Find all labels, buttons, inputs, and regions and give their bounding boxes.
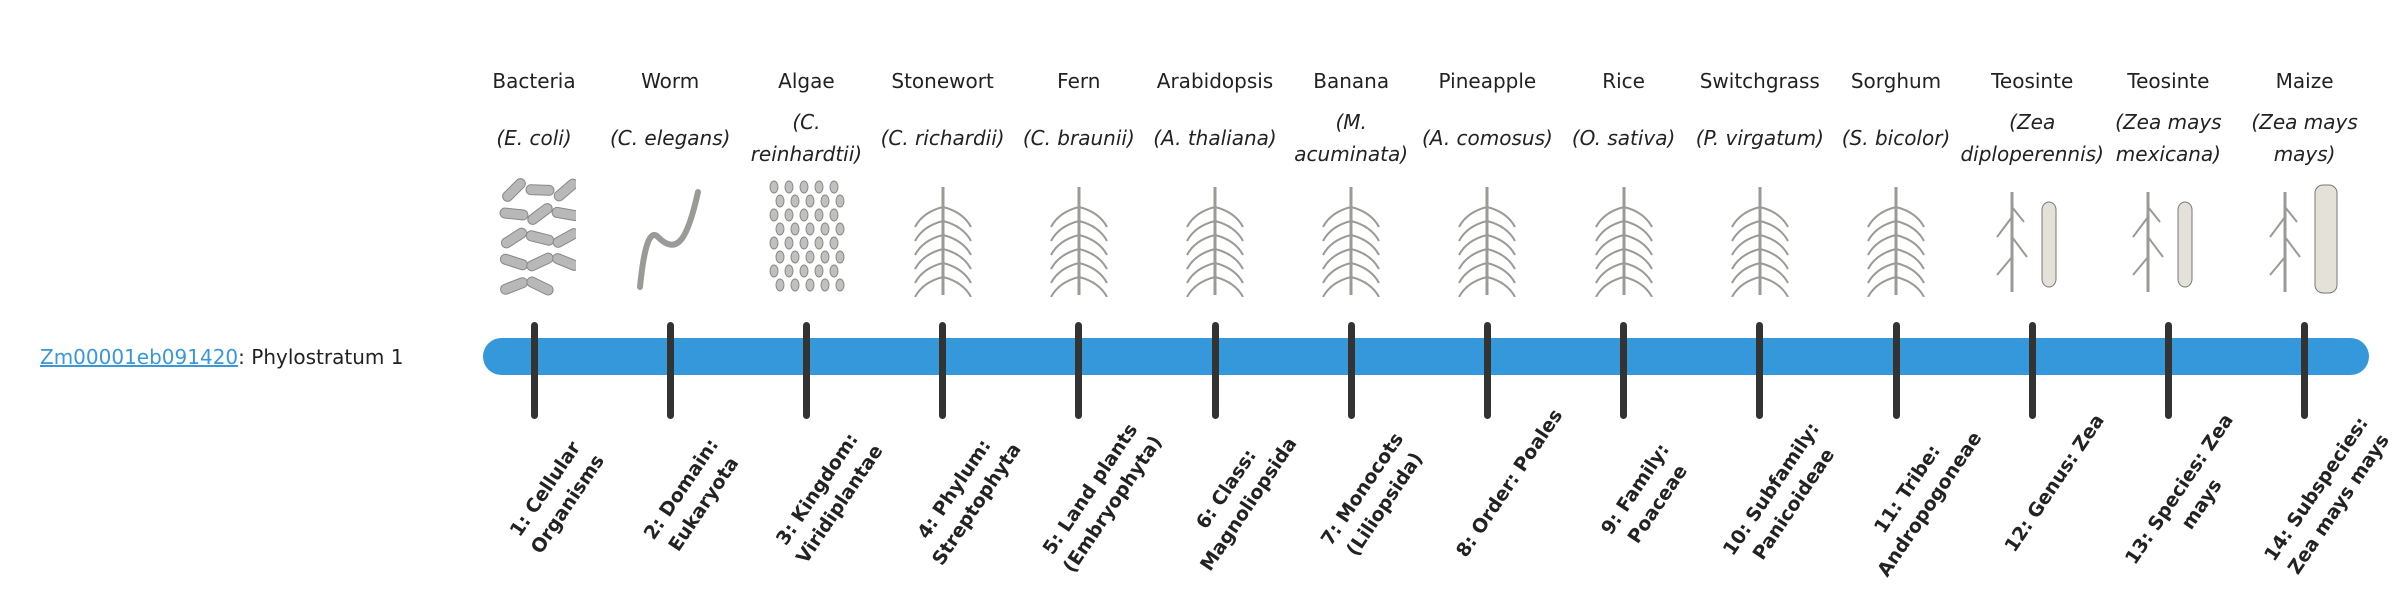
stratum-tick <box>1211 322 1219 419</box>
stratum-label: 14: Subspecies: Zea mays mays <box>2259 413 2394 579</box>
scientific-name-text: (P. virgatum) <box>1695 126 1824 150</box>
organism-common-name: Maize <box>2275 69 2334 93</box>
arabidopsis-image <box>1145 177 1285 297</box>
bacteria-image <box>464 177 604 297</box>
organism-common-name: Bacteria <box>492 69 576 93</box>
stratum-label: 10: Subfamily: Panicoideae <box>1718 418 1839 565</box>
scientific-name-text: (C. reinhardtii) <box>750 110 863 166</box>
stratum-label: 7: Monocots (Liliopsida) <box>1316 428 1428 561</box>
scientific-name-text: (A. thaliana) <box>1153 126 1277 150</box>
phylostratum-timeline-bar <box>483 338 2369 375</box>
scientific-name-text: (E. coli) <box>496 126 572 150</box>
stonewort-image <box>873 177 1013 297</box>
stratum-label: 2: Domain: Eukaryota <box>639 434 744 556</box>
stratum-tick <box>1347 322 1355 419</box>
organism-scientific-name: (C. braunii) <box>1009 100 1149 176</box>
stratum-label: 6: Class: Magnoliopsida <box>1191 433 1302 576</box>
teosinte-image <box>2098 177 2238 297</box>
stratum-tick <box>1075 322 1083 419</box>
stratum-label: 12: Genus: Zea <box>2000 410 2109 557</box>
organism-scientific-name: (C. richardii) <box>873 100 1013 176</box>
gene-id-link[interactable]: Zm00001eb091420 <box>40 345 239 369</box>
scientific-name-text: (C. braunii) <box>1022 126 1135 150</box>
stratum-label: 3: Kingdom: Viridiplantae <box>772 429 888 568</box>
stratum-tick <box>802 322 810 419</box>
stratum-tick <box>666 322 674 419</box>
organism-scientific-name: (C. elegans) <box>600 100 740 176</box>
stratum-label: 9: Family: Poaceae <box>1596 439 1692 548</box>
fern-image <box>1009 177 1149 297</box>
gene-phylostratum-label: Zm00001eb091420: Phylostratum 1 <box>40 340 403 374</box>
stratum-tick <box>1620 322 1628 419</box>
scientific-name-text: (C. richardii) <box>880 126 1005 150</box>
stratum-label: 13: Species: Zea mays <box>2121 409 2239 569</box>
organism-scientific-name: (M. acuminata) <box>1281 100 1421 176</box>
stratum-label: 4: Phylum: Streptophyta <box>912 435 1026 570</box>
stratum-tick <box>530 322 538 419</box>
stratum-tick <box>1483 322 1491 419</box>
stratum-tick <box>1892 322 1900 419</box>
phylostratum-text: : Phylostratum 1 <box>238 345 404 369</box>
stratum-tick <box>2164 322 2172 419</box>
sorghum-image <box>1826 177 1966 297</box>
organism-common-name: Algae <box>778 69 835 93</box>
organism-common-name: Worm <box>641 69 700 93</box>
teosinte-image <box>1962 177 2102 297</box>
organism-common-name: Rice <box>1602 69 1645 93</box>
stratum-tick <box>1756 322 1764 419</box>
organism-scientific-name: (C. reinhardtii) <box>736 100 876 176</box>
organism-scientific-name: (Zea mays mexicana) <box>2098 100 2238 176</box>
scientific-name-text: (A. comosus) <box>1421 126 1553 150</box>
rice-image <box>1554 177 1694 297</box>
pineapple-image <box>1417 177 1557 297</box>
scientific-name-text: (O. sativa) <box>1571 126 1676 150</box>
scientific-name-text: (M. acuminata) <box>1294 110 1409 166</box>
stratum-label: 11: Tribe: Andropogoneae <box>1869 427 1987 581</box>
scientific-name-text: (Zea mays mexicana) <box>2115 110 2222 166</box>
organism-common-name: Switchgrass <box>1699 69 1820 93</box>
organism-scientific-name: (A. thaliana) <box>1145 100 1285 176</box>
stratum-tick <box>2301 322 2309 419</box>
organism-scientific-name: (Zea mays mays) <box>2235 100 2375 176</box>
organism-scientific-name: (A. comosus) <box>1417 100 1557 176</box>
organism-common-name: Teosinte <box>2127 69 2210 93</box>
organism-common-name: Pineapple <box>1438 69 1537 93</box>
organism-scientific-name: (E. coli) <box>464 100 604 176</box>
banana-image <box>1281 177 1421 297</box>
scientific-name-text: (Zea diploperennis) <box>1960 110 2104 166</box>
organism-scientific-name: (S. bicolor) <box>1826 100 1966 176</box>
scientific-name-text: (Zea mays mays) <box>2251 110 2358 166</box>
organism-scientific-name: (O. sativa) <box>1554 100 1694 176</box>
maize-image <box>2235 177 2375 297</box>
organism-scientific-name: (P. virgatum) <box>1690 100 1830 176</box>
organism-common-name: Sorghum <box>1850 69 1942 93</box>
scientific-name-text: (C. elegans) <box>609 126 731 150</box>
organism-common-name: Stonewort <box>891 69 994 93</box>
organism-common-name: Arabidopsis <box>1156 69 1274 93</box>
algae-image <box>736 177 876 297</box>
scientific-name-text: (S. bicolor) <box>1841 126 1951 150</box>
stratum-label: 8: Order: Poales <box>1452 405 1568 562</box>
worm-image <box>600 177 740 297</box>
stratum-label: 1: Cellular Organisms <box>505 437 609 558</box>
stratum-label: 5: Land plants (Embryophyta) <box>1038 419 1167 577</box>
stratum-tick <box>2028 322 2036 419</box>
organism-scientific-name: (Zea diploperennis) <box>1960 100 2104 176</box>
stratum-tick <box>939 322 947 419</box>
organism-common-name: Banana <box>1313 69 1390 93</box>
switchgrass-image <box>1690 177 1830 297</box>
organism-common-name: Teosinte <box>1991 69 2074 93</box>
organism-common-name: Fern <box>1057 69 1101 93</box>
